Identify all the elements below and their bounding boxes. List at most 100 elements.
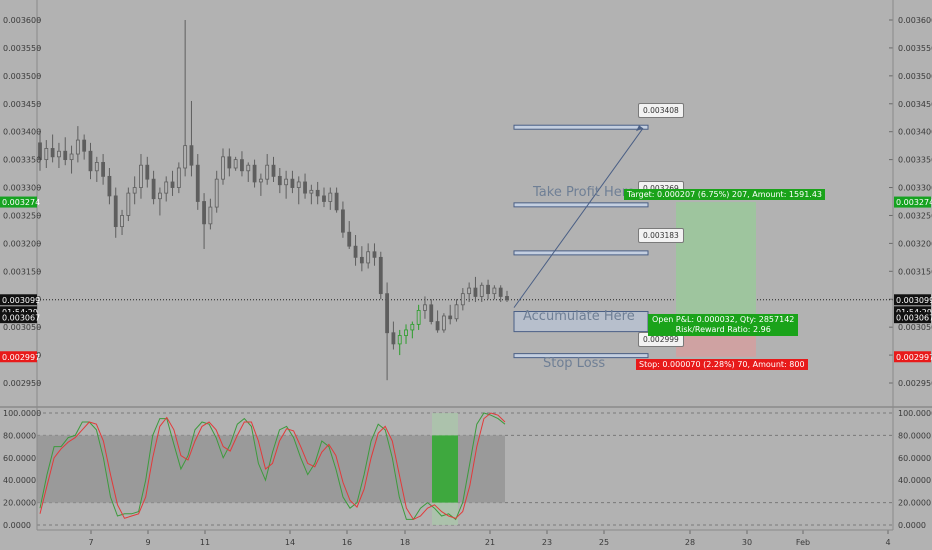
candle-body <box>334 192 339 211</box>
projection-arrowhead <box>636 125 643 132</box>
price-tag-left <box>0 351 37 363</box>
candle-body <box>158 192 162 200</box>
osc-tick-label-left: 80.0000 <box>3 431 36 440</box>
candle-body <box>183 145 188 169</box>
price-tag-text-right: 0.003067 <box>896 314 932 323</box>
candle-body <box>113 195 118 228</box>
osc-tick-label-right: 60.0000 <box>898 454 931 463</box>
osc-tick-label-right: 0.0000 <box>898 521 926 530</box>
price-tag-left <box>0 306 37 318</box>
price-tick-label-right: 0.003150 <box>898 267 932 276</box>
level-bar-1[interactable] <box>513 124 649 130</box>
candle-body <box>467 287 472 295</box>
take-profit-label[interactable]: Take Profit Here <box>533 185 635 200</box>
level-callout-3[interactable]: 0.003183 <box>638 228 684 243</box>
price-tick-label-right: 0.003450 <box>898 100 932 109</box>
date-tick-label: 14 <box>285 538 295 547</box>
candle-body <box>303 181 307 194</box>
price-tick-label-right: 0.003350 <box>898 156 932 165</box>
stoch-range-fill <box>37 435 505 503</box>
pnl-text: Open P&L: 0.000032, Qty: 2857142 <box>652 315 795 324</box>
price-tag-text-left: 0.002997 <box>2 353 40 362</box>
price-tick-label-right: 0.003200 <box>898 239 932 248</box>
price-tag-right <box>894 351 931 363</box>
date-tick-label: 4 <box>885 538 890 547</box>
projection-arrow[interactable] <box>513 127 644 308</box>
candle-body <box>139 164 143 188</box>
date-tick-label: Feb <box>796 538 810 547</box>
candle-body <box>88 150 93 172</box>
osc-tick-label-left: 40.0000 <box>3 476 36 485</box>
osc-tick-label-right: 100.0000 <box>898 409 932 418</box>
candle-body <box>309 189 314 194</box>
candle-body <box>290 178 295 188</box>
price-tag-text-left: 0.003099 <box>2 296 40 305</box>
candle-body <box>366 251 371 264</box>
signal-window-core <box>432 435 458 503</box>
target-label[interactable]: Target: 0.000207 (6.75%) 207, Amount: 15… <box>624 189 826 200</box>
candle-body <box>44 148 49 161</box>
profit-zone[interactable] <box>676 202 756 318</box>
candle-body <box>284 178 289 186</box>
price-tick-label-right: 0.003250 <box>898 211 932 220</box>
candle-body <box>202 201 206 225</box>
date-tick-label: 11 <box>200 538 210 547</box>
candle-body <box>189 145 194 166</box>
osc-tick-label-left: 100.0000 <box>3 409 41 418</box>
candle-body <box>145 164 150 180</box>
date-tick-label: 7 <box>88 538 93 547</box>
candle-body <box>240 159 244 172</box>
stoch-d-line <box>39 412 506 521</box>
candle-body <box>353 245 358 258</box>
candle-body <box>435 321 440 331</box>
price-tag-text-right: 0.003099 <box>896 296 932 305</box>
candle-body <box>441 315 446 331</box>
price-tag-text-left: 0.003067 <box>2 314 40 323</box>
candle-body <box>347 231 352 247</box>
price-tag-right <box>894 306 931 318</box>
price-tag-right <box>894 294 931 306</box>
osc-tick-label-left: 0.0000 <box>3 521 31 530</box>
level-bar-4[interactable] <box>513 353 649 359</box>
candle-body <box>322 195 326 202</box>
price-tag-right <box>894 196 931 208</box>
pnl-label[interactable]: Open P&L: 0.000032, Qty: 2857142 Risk/Re… <box>648 314 799 336</box>
candle-body <box>315 189 320 197</box>
candle-body <box>498 287 503 297</box>
price-pane[interactable] <box>37 0 893 405</box>
candle-body <box>391 332 396 345</box>
level-callout-1[interactable]: 0.003408 <box>638 103 684 118</box>
candle-body <box>107 175 112 197</box>
price-tick-label-left: 0.003250 <box>3 211 41 220</box>
price-tick-label-left: 0.003500 <box>3 72 41 81</box>
price-tick-label-left: 0.003400 <box>3 128 41 137</box>
candle-body <box>479 284 484 297</box>
level-bar-2[interactable] <box>513 202 649 208</box>
accumulate-label[interactable]: Accumulate Here <box>523 309 635 324</box>
price-tick-label-right: 0.003400 <box>898 128 932 137</box>
candle-body <box>277 175 282 186</box>
price-tag-left <box>0 294 37 306</box>
price-tag-text-left: 0.003274 <box>2 198 40 207</box>
level-bar-3[interactable] <box>513 250 649 256</box>
price-tick-label-left: 0.003350 <box>3 156 41 165</box>
stop-loss-label[interactable]: Stop Loss <box>543 356 606 371</box>
candle-body <box>57 150 61 158</box>
candle-body <box>208 206 213 225</box>
candle-body <box>233 159 238 169</box>
candle-body <box>423 304 427 311</box>
candle-body <box>176 167 181 188</box>
candle-body <box>378 256 383 295</box>
candle-body <box>82 139 87 152</box>
stochastic-lines <box>39 412 506 521</box>
stochastic-band <box>37 413 505 525</box>
stop-label[interactable]: Stop: 0.000070 (2.28%) 70, Amount: 800 <box>636 359 808 370</box>
osc-tick-label-right: 40.0000 <box>898 476 931 485</box>
price-tag-left <box>0 312 37 324</box>
price-level-shapes[interactable] <box>513 124 649 359</box>
price-tick-label-left: 0.002950 <box>3 379 41 388</box>
candle-body <box>416 309 421 325</box>
candle-body <box>170 181 175 188</box>
date-tick-label: 25 <box>599 538 609 547</box>
